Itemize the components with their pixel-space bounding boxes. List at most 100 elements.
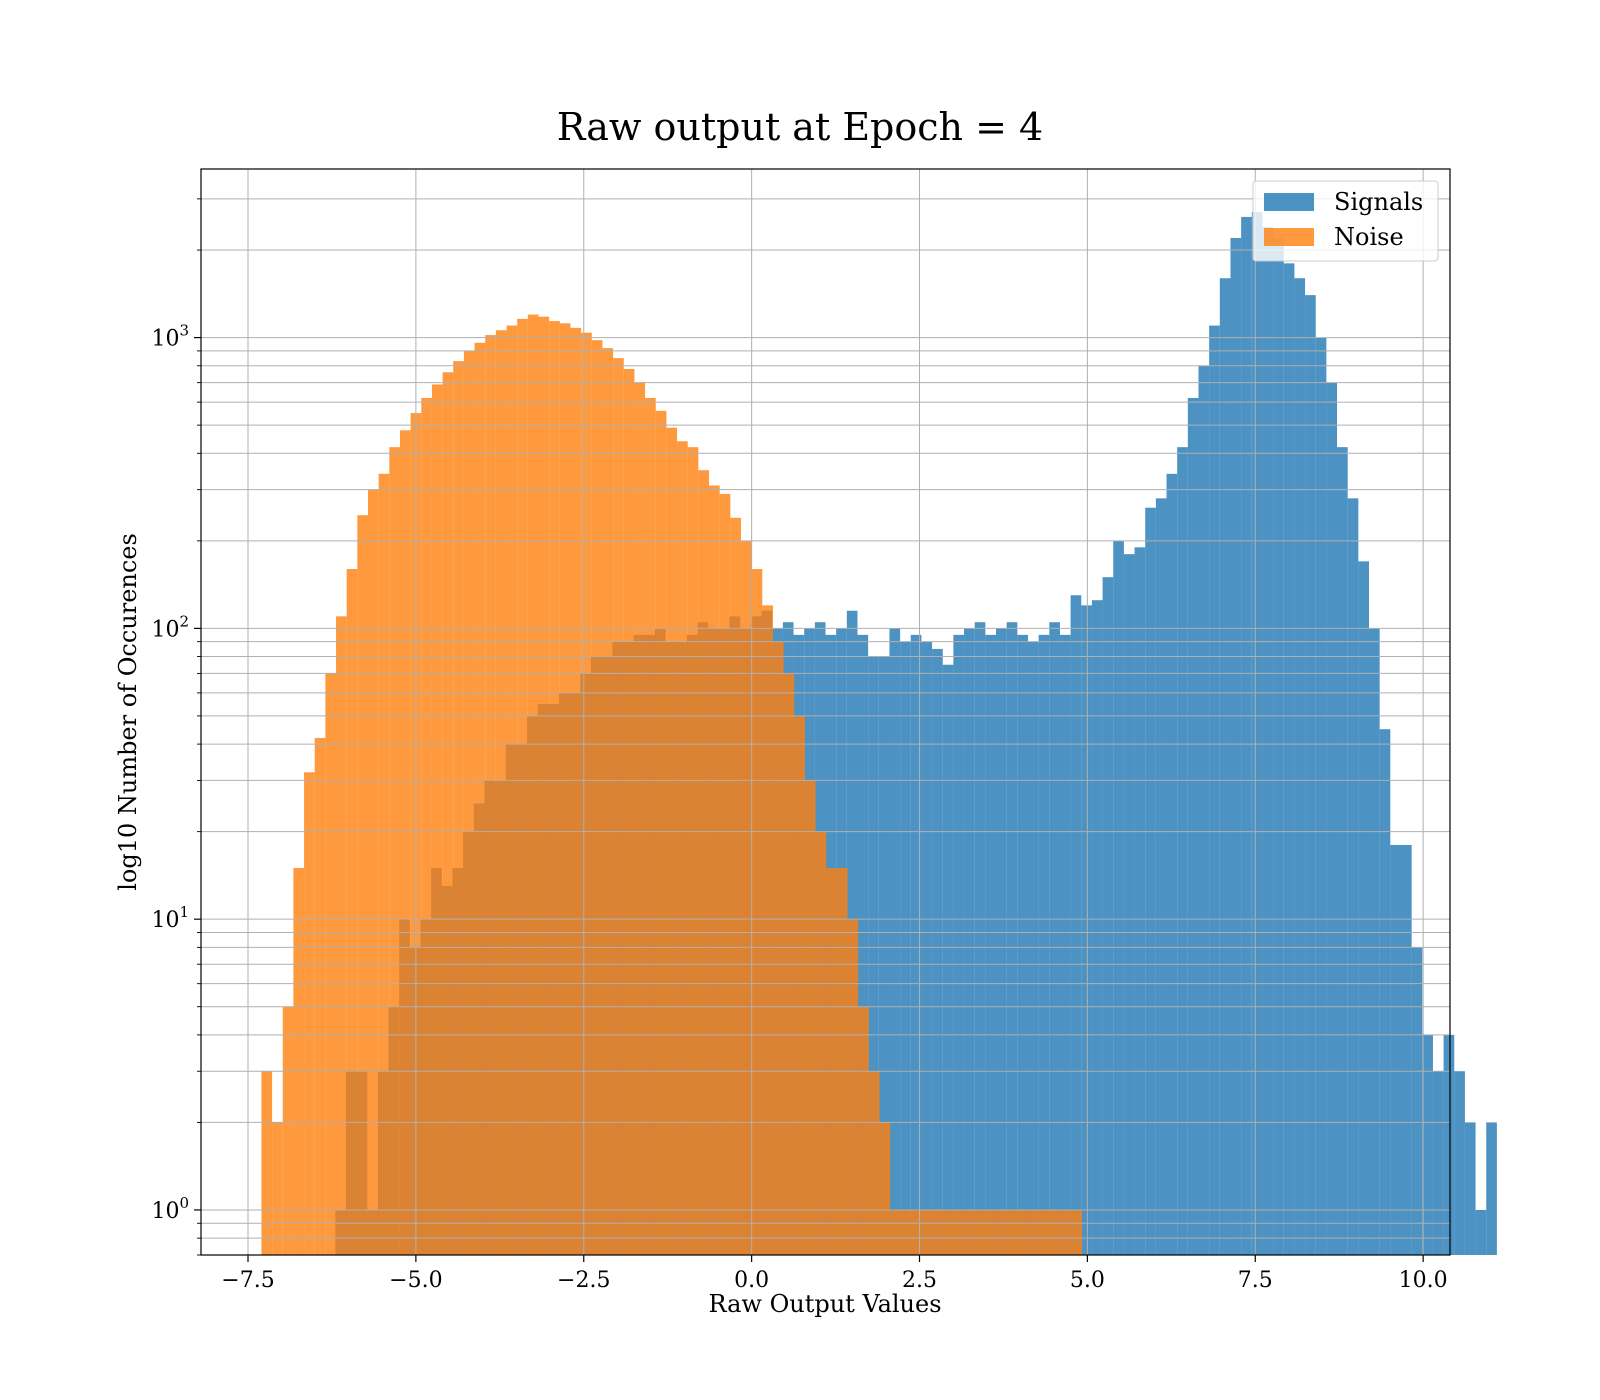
bar-signals bbox=[953, 634, 965, 1255]
bar-noise bbox=[495, 330, 507, 1255]
bar-signals bbox=[1230, 238, 1242, 1255]
y-tick-label: 103 bbox=[151, 322, 189, 352]
bar-signals bbox=[1315, 337, 1327, 1255]
legend-swatch-signals bbox=[1264, 193, 1314, 211]
bar-noise bbox=[559, 323, 571, 1255]
bar-signals bbox=[1059, 634, 1071, 1255]
bar-signals bbox=[1038, 634, 1050, 1255]
bar-noise bbox=[282, 1006, 294, 1255]
bar-noise bbox=[1039, 1209, 1051, 1255]
bar-signals bbox=[1155, 498, 1167, 1255]
bar-noise bbox=[389, 447, 400, 1255]
bar-noise bbox=[527, 314, 539, 1255]
bar-signals bbox=[889, 628, 901, 1255]
bar-signals bbox=[942, 664, 954, 1255]
y-axis-label: log10 Number of Occurences bbox=[114, 533, 142, 891]
bar-noise bbox=[815, 831, 827, 1255]
bar-signals bbox=[1027, 641, 1039, 1255]
bar-noise bbox=[900, 1209, 912, 1255]
bar-noise bbox=[304, 772, 315, 1255]
bar-signals bbox=[974, 622, 986, 1255]
bar-signals bbox=[1432, 1071, 1444, 1255]
bar-noise bbox=[1071, 1209, 1083, 1255]
bar-noise bbox=[613, 358, 624, 1256]
x-tick-label: 5.0 bbox=[1070, 1268, 1105, 1293]
bar-noise bbox=[442, 372, 454, 1255]
bar-signals bbox=[878, 656, 890, 1255]
bar-noise bbox=[645, 397, 656, 1255]
x-tick-label: −2.5 bbox=[557, 1268, 610, 1293]
bar-noise bbox=[314, 737, 326, 1255]
bar-noise bbox=[687, 447, 699, 1255]
bar-noise bbox=[964, 1209, 976, 1255]
bar-noise bbox=[868, 1071, 880, 1255]
bar-signals bbox=[1358, 561, 1370, 1255]
x-tick-label: 0.0 bbox=[734, 1268, 769, 1293]
bar-noise bbox=[272, 1122, 283, 1255]
bar-signals bbox=[1017, 634, 1028, 1255]
bar-signals bbox=[1283, 263, 1295, 1255]
bar-signals bbox=[1070, 595, 1082, 1255]
bar-noise bbox=[1018, 1209, 1029, 1255]
bar-signals bbox=[1337, 447, 1348, 1255]
bar-noise bbox=[485, 335, 496, 1255]
bar-signals bbox=[1326, 382, 1338, 1255]
ticks-layer: −7.5 −5.0 −2.5 0.0 2.5 5.0 7.5 10.0 100 101 102 103 bbox=[151, 198, 1448, 1293]
bars-layer bbox=[261, 212, 1497, 1256]
legend: Signals Noise bbox=[1252, 180, 1439, 262]
bar-signals bbox=[1177, 447, 1188, 1255]
bar-signals bbox=[1209, 325, 1220, 1255]
bar-noise bbox=[506, 325, 518, 1255]
bar-noise bbox=[591, 340, 603, 1255]
bar-noise bbox=[677, 441, 688, 1256]
x-axis-label: Raw Output Values bbox=[708, 1290, 941, 1318]
bar-noise bbox=[740, 540, 752, 1255]
x-tick-label: 7.5 bbox=[1238, 1268, 1273, 1293]
bar-noise bbox=[421, 397, 432, 1255]
bar-noise bbox=[730, 517, 741, 1255]
legend-label-noise: Noise bbox=[1334, 223, 1404, 251]
bar-signals bbox=[1241, 216, 1252, 1255]
bar-noise bbox=[378, 473, 390, 1255]
bar-noise bbox=[911, 1209, 923, 1255]
bar-signals bbox=[996, 628, 1007, 1255]
bar-noise bbox=[399, 430, 411, 1255]
bar-signals bbox=[1006, 622, 1018, 1255]
chart-title: Raw output at Epoch = 4 bbox=[557, 105, 1043, 149]
bar-noise bbox=[943, 1209, 955, 1255]
bar-noise bbox=[709, 485, 720, 1255]
bar-signals bbox=[910, 634, 922, 1255]
bar-noise bbox=[474, 342, 486, 1255]
bar-noise bbox=[975, 1209, 987, 1255]
bar-signals bbox=[1262, 227, 1274, 1255]
bar-noise bbox=[463, 350, 475, 1255]
bar-noise bbox=[666, 427, 678, 1255]
bar-signals bbox=[1081, 605, 1092, 1255]
bar-noise bbox=[879, 1122, 891, 1255]
bar-noise bbox=[1060, 1209, 1072, 1255]
bar-noise bbox=[804, 780, 816, 1255]
legend-label-signals: Signals bbox=[1334, 188, 1423, 216]
bar-signals bbox=[1049, 622, 1060, 1255]
bar-signals bbox=[1187, 397, 1199, 1255]
bar-signals bbox=[1400, 844, 1412, 1255]
bar-noise bbox=[549, 321, 560, 1255]
bar-signals bbox=[1166, 473, 1178, 1255]
bar-noise bbox=[922, 1209, 933, 1255]
bar-signals bbox=[1347, 498, 1359, 1255]
x-tick-label: −5.0 bbox=[389, 1268, 442, 1293]
bar-signals bbox=[1145, 507, 1156, 1256]
bar-noise bbox=[570, 327, 582, 1255]
bar-signals bbox=[1411, 947, 1423, 1255]
x-tick-label: −7.5 bbox=[221, 1268, 274, 1293]
bar-noise bbox=[794, 715, 805, 1255]
bar-signals bbox=[1123, 554, 1135, 1255]
bar-signals bbox=[1390, 844, 1401, 1255]
bar-signals bbox=[1475, 1209, 1487, 1255]
bar-noise bbox=[1007, 1209, 1019, 1255]
bar-noise bbox=[836, 867, 848, 1255]
bar-signals bbox=[1369, 628, 1380, 1255]
bar-noise bbox=[634, 382, 646, 1255]
